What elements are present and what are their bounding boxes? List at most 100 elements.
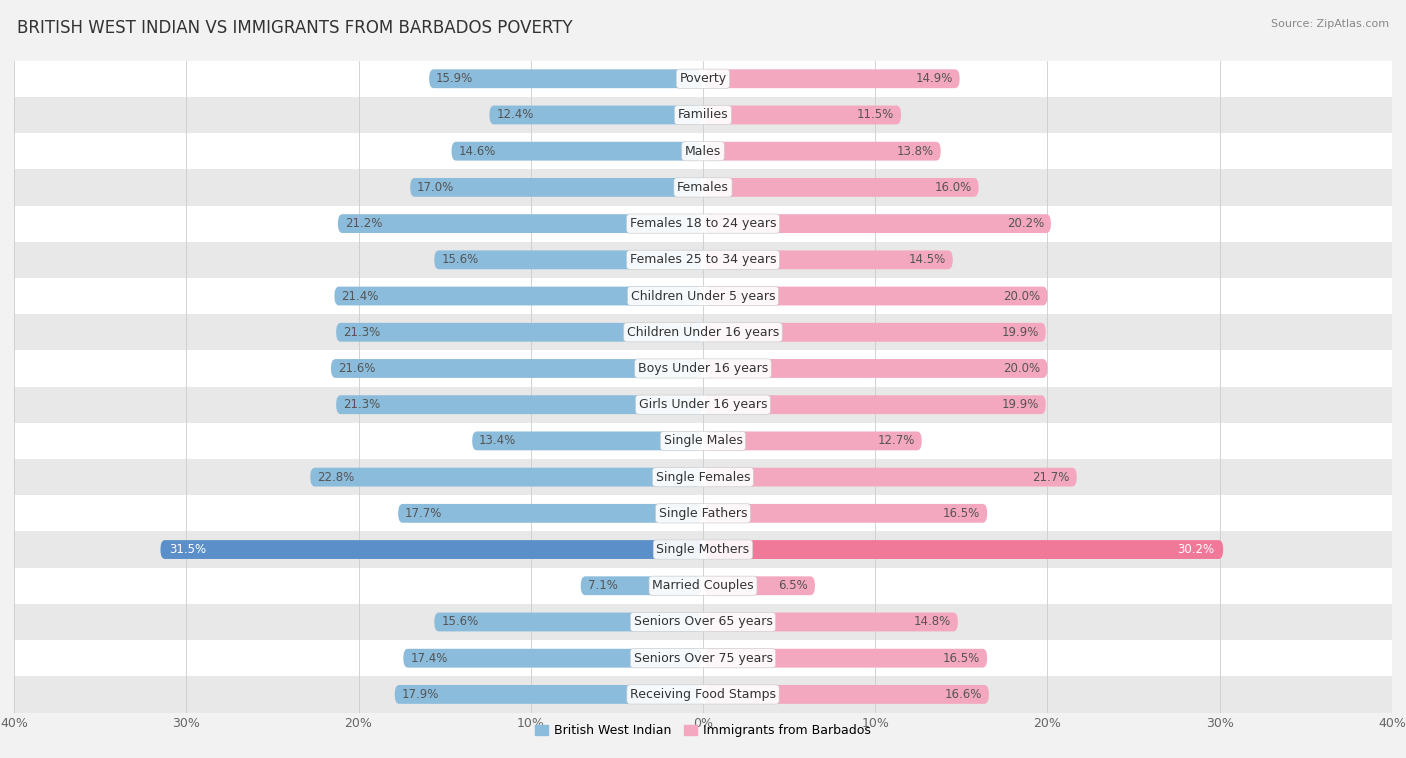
Text: BRITISH WEST INDIAN VS IMMIGRANTS FROM BARBADOS POVERTY: BRITISH WEST INDIAN VS IMMIGRANTS FROM B… <box>17 19 572 37</box>
Text: 12.7%: 12.7% <box>877 434 915 447</box>
FancyBboxPatch shape <box>337 215 702 233</box>
Text: 21.6%: 21.6% <box>337 362 375 375</box>
FancyBboxPatch shape <box>704 540 1223 559</box>
FancyBboxPatch shape <box>704 359 1047 378</box>
FancyBboxPatch shape <box>451 142 702 161</box>
FancyBboxPatch shape <box>14 568 1392 604</box>
FancyBboxPatch shape <box>434 250 702 269</box>
Text: 15.6%: 15.6% <box>441 615 478 628</box>
Text: Receiving Food Stamps: Receiving Food Stamps <box>630 688 776 701</box>
Text: 21.3%: 21.3% <box>343 326 380 339</box>
FancyBboxPatch shape <box>14 459 1392 495</box>
Text: 7.1%: 7.1% <box>588 579 617 592</box>
Text: 15.9%: 15.9% <box>436 72 474 85</box>
Text: 14.6%: 14.6% <box>458 145 496 158</box>
FancyBboxPatch shape <box>14 387 1392 423</box>
Text: 15.6%: 15.6% <box>441 253 478 266</box>
FancyBboxPatch shape <box>704 468 1077 487</box>
Text: Girls Under 16 years: Girls Under 16 years <box>638 398 768 411</box>
Text: Males: Males <box>685 145 721 158</box>
FancyBboxPatch shape <box>14 676 1392 713</box>
Text: Poverty: Poverty <box>679 72 727 85</box>
Text: 20.0%: 20.0% <box>1004 362 1040 375</box>
Text: Single Mothers: Single Mothers <box>657 543 749 556</box>
Text: 13.4%: 13.4% <box>479 434 516 447</box>
FancyBboxPatch shape <box>704 395 1046 414</box>
Text: 17.0%: 17.0% <box>418 181 454 194</box>
FancyBboxPatch shape <box>14 205 1392 242</box>
FancyBboxPatch shape <box>581 576 702 595</box>
FancyBboxPatch shape <box>14 423 1392 459</box>
FancyBboxPatch shape <box>14 278 1392 314</box>
Text: Married Couples: Married Couples <box>652 579 754 592</box>
Text: 16.6%: 16.6% <box>945 688 981 701</box>
FancyBboxPatch shape <box>14 169 1392 205</box>
FancyBboxPatch shape <box>14 61 1392 97</box>
Text: 21.3%: 21.3% <box>343 398 380 411</box>
FancyBboxPatch shape <box>704 431 922 450</box>
Text: 30.2%: 30.2% <box>1177 543 1215 556</box>
Text: Females 25 to 34 years: Females 25 to 34 years <box>630 253 776 266</box>
FancyBboxPatch shape <box>336 395 702 414</box>
FancyBboxPatch shape <box>14 314 1392 350</box>
Text: Seniors Over 75 years: Seniors Over 75 years <box>634 652 772 665</box>
Text: 6.5%: 6.5% <box>779 579 808 592</box>
FancyBboxPatch shape <box>14 242 1392 278</box>
FancyBboxPatch shape <box>489 105 702 124</box>
FancyBboxPatch shape <box>404 649 702 668</box>
FancyBboxPatch shape <box>704 250 953 269</box>
FancyBboxPatch shape <box>704 142 941 161</box>
Text: 21.4%: 21.4% <box>342 290 378 302</box>
Text: Families: Families <box>678 108 728 121</box>
Text: 31.5%: 31.5% <box>169 543 207 556</box>
FancyBboxPatch shape <box>14 350 1392 387</box>
FancyBboxPatch shape <box>411 178 702 197</box>
FancyBboxPatch shape <box>704 287 1047 305</box>
Text: Single Fathers: Single Fathers <box>659 507 747 520</box>
Text: Seniors Over 65 years: Seniors Over 65 years <box>634 615 772 628</box>
FancyBboxPatch shape <box>330 359 702 378</box>
Text: 13.8%: 13.8% <box>897 145 934 158</box>
FancyBboxPatch shape <box>14 640 1392 676</box>
Text: 17.4%: 17.4% <box>411 652 447 665</box>
Text: 21.2%: 21.2% <box>344 217 382 230</box>
FancyBboxPatch shape <box>704 576 815 595</box>
FancyBboxPatch shape <box>311 468 702 487</box>
FancyBboxPatch shape <box>704 504 987 523</box>
Text: 16.5%: 16.5% <box>943 507 980 520</box>
FancyBboxPatch shape <box>160 540 702 559</box>
Text: 14.5%: 14.5% <box>908 253 946 266</box>
FancyBboxPatch shape <box>704 323 1046 342</box>
Text: 14.8%: 14.8% <box>914 615 950 628</box>
Text: Single Males: Single Males <box>664 434 742 447</box>
Text: 17.7%: 17.7% <box>405 507 443 520</box>
Text: Children Under 5 years: Children Under 5 years <box>631 290 775 302</box>
Text: 21.7%: 21.7% <box>1032 471 1070 484</box>
Text: 19.9%: 19.9% <box>1001 398 1039 411</box>
FancyBboxPatch shape <box>704 685 988 704</box>
FancyBboxPatch shape <box>429 69 702 88</box>
Text: 16.5%: 16.5% <box>943 652 980 665</box>
Text: 20.0%: 20.0% <box>1004 290 1040 302</box>
Text: Source: ZipAtlas.com: Source: ZipAtlas.com <box>1271 19 1389 29</box>
FancyBboxPatch shape <box>395 685 702 704</box>
Text: 17.9%: 17.9% <box>402 688 439 701</box>
Legend: British West Indian, Immigrants from Barbados: British West Indian, Immigrants from Bar… <box>530 719 876 742</box>
Text: 19.9%: 19.9% <box>1001 326 1039 339</box>
Text: 22.8%: 22.8% <box>318 471 354 484</box>
Text: 11.5%: 11.5% <box>856 108 894 121</box>
FancyBboxPatch shape <box>14 531 1392 568</box>
Text: Children Under 16 years: Children Under 16 years <box>627 326 779 339</box>
Text: 20.2%: 20.2% <box>1007 217 1045 230</box>
FancyBboxPatch shape <box>704 649 987 668</box>
FancyBboxPatch shape <box>704 215 1050 233</box>
FancyBboxPatch shape <box>14 97 1392 133</box>
FancyBboxPatch shape <box>335 287 702 305</box>
FancyBboxPatch shape <box>14 133 1392 169</box>
FancyBboxPatch shape <box>704 69 960 88</box>
Text: Females: Females <box>678 181 728 194</box>
Text: Females 18 to 24 years: Females 18 to 24 years <box>630 217 776 230</box>
FancyBboxPatch shape <box>14 604 1392 640</box>
FancyBboxPatch shape <box>434 612 702 631</box>
FancyBboxPatch shape <box>336 323 702 342</box>
